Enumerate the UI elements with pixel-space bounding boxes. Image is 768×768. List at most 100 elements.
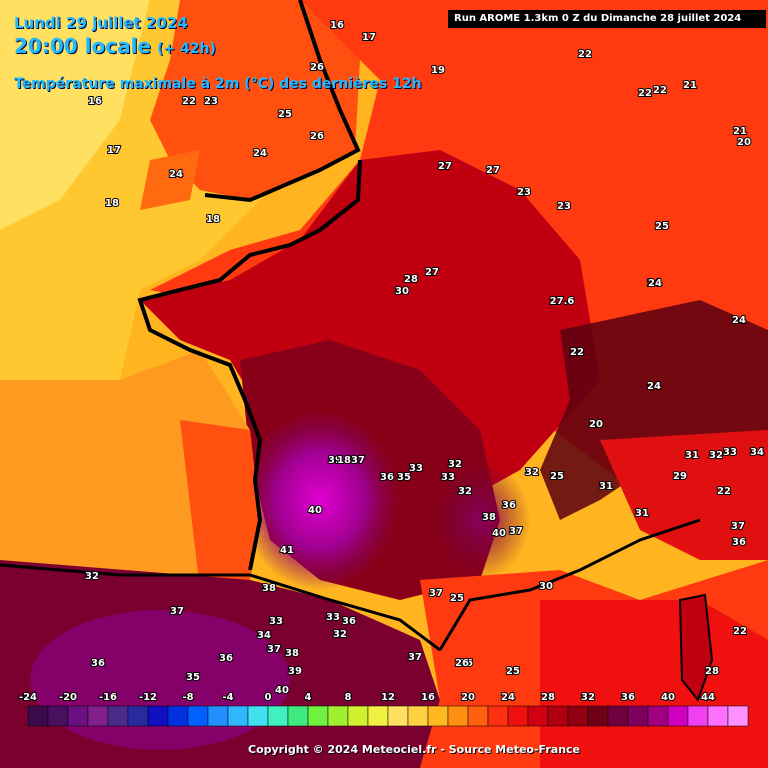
legend-swatch (447, 705, 469, 727)
temperature-value-label: 18 (337, 455, 351, 466)
legend-tick-label: 44 (701, 692, 715, 703)
legend-swatch (227, 705, 249, 727)
legend-tick-label: 16 (421, 692, 435, 703)
corsica (680, 595, 712, 700)
temperature-value-label: 32 (85, 571, 99, 582)
temperature-value-label: 31 (599, 481, 613, 492)
temperature-value-label: 35 (397, 472, 411, 483)
temperature-value-label: 33 (269, 616, 283, 627)
legend-tick-label: 0 (265, 692, 272, 703)
north-france (140, 150, 600, 520)
temperature-value-label: 36 (380, 472, 394, 483)
temperature-value-label: 25 (550, 471, 564, 482)
legend-swatch (207, 705, 229, 727)
temperature-value-label: 36 (502, 500, 516, 511)
temperature-value-label: 22 (182, 96, 196, 107)
iberia-hot (30, 610, 290, 750)
legend-tick-label: 28 (541, 692, 555, 703)
coastline-britain (204, 0, 361, 203)
legend-swatch (467, 705, 489, 727)
legend-swatch (487, 705, 509, 727)
temperature-value-label: 20 (737, 137, 751, 148)
legend-swatch (327, 705, 349, 727)
temperature-value-label: 30 (539, 581, 553, 592)
temperature-value-label: 32 (709, 450, 723, 461)
coastline-corsica (678, 593, 714, 703)
atlantic-field (0, 0, 150, 230)
temperature-value-label: 38 (262, 583, 276, 594)
parameter-title: Température maximale à 2m (°C) des derni… (14, 76, 422, 92)
temperature-value-label: 23 (557, 201, 571, 212)
legend-swatch (87, 705, 109, 727)
legend-tick-label: -24 (19, 692, 37, 703)
forecast-lead: (+ 42h) (157, 41, 216, 57)
legend-swatch (567, 705, 589, 727)
temperature-value-label: 23 (204, 96, 218, 107)
temperature-value-label: 37 (429, 588, 443, 599)
britain-landmass (150, 0, 360, 200)
legend-tick-label: 8 (345, 692, 352, 703)
temperature-value-label: 24 (647, 381, 661, 392)
legend-swatch (407, 705, 429, 727)
legend-swatch (367, 705, 389, 727)
legend-tick-label: 32 (581, 692, 595, 703)
alps-cold (540, 300, 768, 520)
legend-swatch (527, 705, 549, 727)
temperature-value-label: 37 (408, 652, 422, 663)
legend-swatch (587, 705, 609, 727)
temperature-value-label: 18 (105, 198, 119, 209)
temperature-value-label: 16 (88, 96, 102, 107)
temperature-value-label: 22 (733, 626, 747, 637)
legend-swatch (247, 705, 269, 727)
temperature-value-label: 27 (425, 267, 439, 278)
temperature-value-label: 37 (509, 526, 523, 537)
temperature-value-label: 39 (288, 666, 302, 677)
copyright: Copyright © 2024 Meteociel.fr - Source M… (248, 743, 581, 756)
temperature-value-label: 38 (285, 648, 299, 659)
legend-swatch (27, 705, 49, 727)
temperature-value-label: 24 (648, 278, 662, 289)
temperature-value-label: 37 (731, 521, 745, 532)
legend-swatch (107, 705, 129, 727)
legend-swatch (127, 705, 149, 727)
legend-swatch (267, 705, 289, 727)
temperature-value-label: 32 (448, 459, 462, 470)
temperature-value-label: 36 (732, 537, 746, 548)
temperature-value-label: 23 (517, 187, 531, 198)
temperature-value-label: 37 (267, 644, 281, 655)
temperature-value-label: 24 (732, 315, 746, 326)
legend-swatch (187, 705, 209, 727)
legend-swatch (427, 705, 449, 727)
temperature-value-label: 22 (638, 88, 652, 99)
temperature-value-label: 36 (219, 653, 233, 664)
temperature-value-label: 26 (310, 62, 324, 73)
legend-tick-label: 40 (661, 692, 675, 703)
legend-tick-label: -16 (99, 692, 117, 703)
legend-swatch (647, 705, 669, 727)
run-banner: Run AROME 1.3km 0 Z du Dimanche 28 juill… (448, 10, 766, 28)
temperature-value-label: 34 (750, 447, 764, 458)
temperature-value-label: 31 (635, 508, 649, 519)
legend-swatch (47, 705, 69, 727)
temperature-value-label: 33 (441, 472, 455, 483)
temperature-value-label: 36 (91, 658, 105, 669)
temperature-value-label: 22 (570, 347, 584, 358)
temperature-value-label: 17 (362, 32, 376, 43)
ireland-west-coast (140, 150, 200, 210)
coastline-iberia (0, 563, 441, 652)
legend-tick-label: 12 (381, 692, 395, 703)
temperature-value-label: 25 (278, 109, 292, 120)
temperature-value-label: 33 (409, 463, 423, 474)
legend-tick-label: 24 (501, 692, 515, 703)
legend-swatch (307, 705, 329, 727)
coastline-france-north (137, 159, 362, 571)
legend-tick-label: -20 (59, 692, 77, 703)
temperature-value-label: 40 (492, 528, 506, 539)
italy-north (600, 430, 768, 560)
color-legend: -24 -20 -16 -12 -8 -4 0 4 8 12 16 20 24 28 32 36 40 44 (18, 691, 749, 727)
legend-swatch (727, 705, 749, 727)
temperature-value-label: 41 (280, 545, 294, 556)
temperature-value-label: 27 (486, 165, 500, 176)
legend-tick-label: 20 (461, 692, 475, 703)
temperature-value-label: 16 (330, 20, 344, 31)
